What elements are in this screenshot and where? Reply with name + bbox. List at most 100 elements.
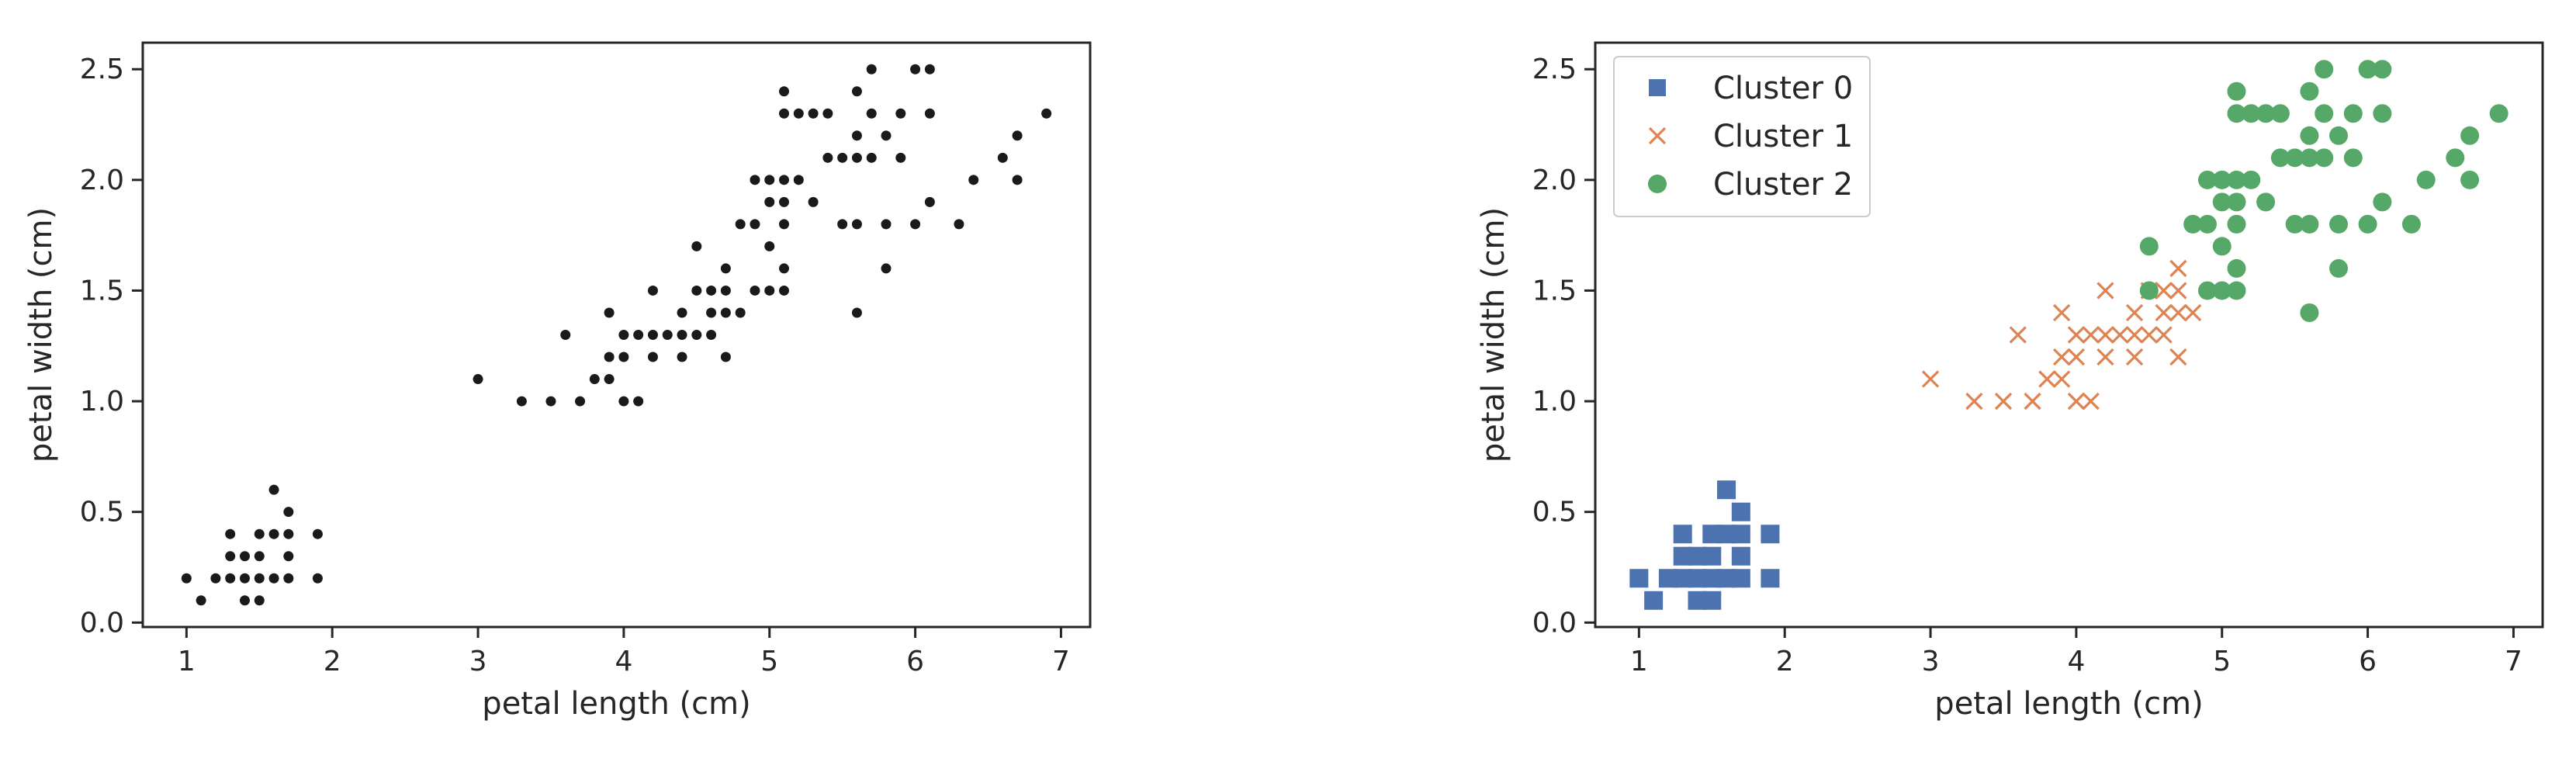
legend-cluster-0-marker (1649, 79, 1666, 96)
data-point (618, 396, 629, 407)
data-point (851, 86, 862, 97)
data-point (837, 152, 848, 163)
x-tick-label: 4 (615, 646, 632, 677)
cluster-1-point (2096, 348, 2114, 366)
cluster-1-point (2052, 303, 2071, 322)
data-point (720, 307, 731, 318)
cluster-2-point (2373, 60, 2392, 79)
left-scatter-plot: 1 2 3 4 5 6 7 0.0 0.5 1.0 1.5 2.0 2.5 petal length (c… (23, 41, 1092, 722)
cluster-1-point (2111, 326, 2129, 344)
data-point (822, 152, 833, 163)
data-point (866, 108, 877, 119)
data-point (604, 352, 615, 362)
cluster-1-point (2082, 392, 2100, 411)
cluster-0-point (1731, 569, 1750, 588)
cluster-2-point (2183, 214, 2203, 234)
y-axis-label: petal width (cm) (1476, 207, 1511, 462)
data-point (691, 241, 702, 251)
cluster-2-point (2489, 104, 2508, 123)
legend-cluster-1-label: Cluster 1 (1713, 119, 1853, 154)
cluster-2-point (2329, 214, 2349, 234)
cluster-1-point (2067, 348, 2086, 366)
legend-cluster-2-label: Cluster 2 (1713, 167, 1853, 203)
data-point (851, 307, 862, 318)
data-point (720, 285, 731, 296)
cluster-1-point (1994, 392, 2013, 411)
x-tick-label: 7 (2505, 646, 2522, 677)
data-point (750, 175, 760, 185)
legend-box (1613, 56, 1871, 217)
cluster-0-point (1731, 502, 1750, 521)
data-point (677, 307, 687, 318)
data-point (866, 152, 877, 163)
x-tick-label: 1 (1630, 646, 1648, 677)
data-point (239, 551, 250, 562)
data-point (706, 307, 717, 318)
data-point (706, 285, 717, 296)
cluster-2-point (2242, 170, 2261, 189)
cluster-1-point (1921, 370, 1940, 388)
data-point (254, 528, 265, 539)
x-tick-label: 3 (469, 646, 487, 677)
legend-cluster-2-marker (1648, 175, 1667, 193)
cluster-1-point (2169, 282, 2187, 300)
cluster-1-point (2082, 326, 2100, 344)
data-point (764, 196, 775, 207)
cluster-1-point (1965, 392, 1983, 411)
data-point (851, 130, 862, 141)
y-tick-label: 2.0 (1532, 165, 1577, 196)
x-tick-label: 6 (906, 646, 924, 677)
data-point (910, 219, 921, 230)
cluster-0-point (1702, 591, 1722, 610)
x-axis-label: petal length (cm) (482, 686, 750, 722)
cluster-1-point (2169, 303, 2187, 322)
cluster-2-point (2139, 281, 2159, 300)
data-point (895, 108, 906, 119)
data-point (181, 573, 192, 584)
cluster-1-point (2038, 370, 2056, 388)
data-point (604, 307, 615, 318)
data-point (822, 108, 833, 119)
x-tick-label: 5 (760, 646, 778, 677)
data-point (225, 528, 236, 539)
data-point (793, 108, 804, 119)
cluster-2-point (2373, 104, 2392, 123)
data-point (691, 285, 702, 296)
data-point (968, 175, 979, 185)
data-point (750, 219, 760, 230)
cluster-1-point (2169, 348, 2187, 366)
data-point (677, 330, 687, 340)
cluster-1-point (2067, 326, 2086, 344)
data-point (837, 219, 848, 230)
data-point (647, 352, 658, 362)
cluster-2-point (2139, 237, 2159, 256)
cluster-1-point (2052, 348, 2071, 366)
y-tick-label: 0.5 (80, 497, 124, 528)
data-point (225, 573, 236, 584)
cluster-2-point (2212, 170, 2231, 189)
data-point (881, 130, 892, 141)
data-point (764, 285, 775, 296)
cluster-2-point (2343, 104, 2363, 123)
data-point (1041, 108, 1052, 119)
data-point (677, 352, 687, 362)
cluster-2-point (2227, 81, 2246, 101)
cluster-1-point (2024, 392, 2041, 411)
data-point (239, 595, 250, 606)
data-point (764, 175, 775, 185)
data-point (720, 263, 731, 274)
cluster-1-point (2096, 326, 2114, 344)
y-tick-label: 1.5 (1532, 275, 1577, 307)
data-point (808, 108, 819, 119)
cluster-2-point (2460, 170, 2480, 189)
cluster-2-point (2285, 148, 2304, 168)
x-tick-label: 3 (1922, 646, 1940, 677)
cluster-0-point (1702, 546, 1722, 566)
data-point (881, 219, 892, 230)
cluster-2-point (2227, 170, 2246, 189)
data-point (633, 396, 644, 407)
data-point (779, 263, 790, 274)
data-point (779, 196, 790, 207)
cluster-2-point (2227, 281, 2246, 300)
cluster-0-point (1761, 525, 1780, 544)
